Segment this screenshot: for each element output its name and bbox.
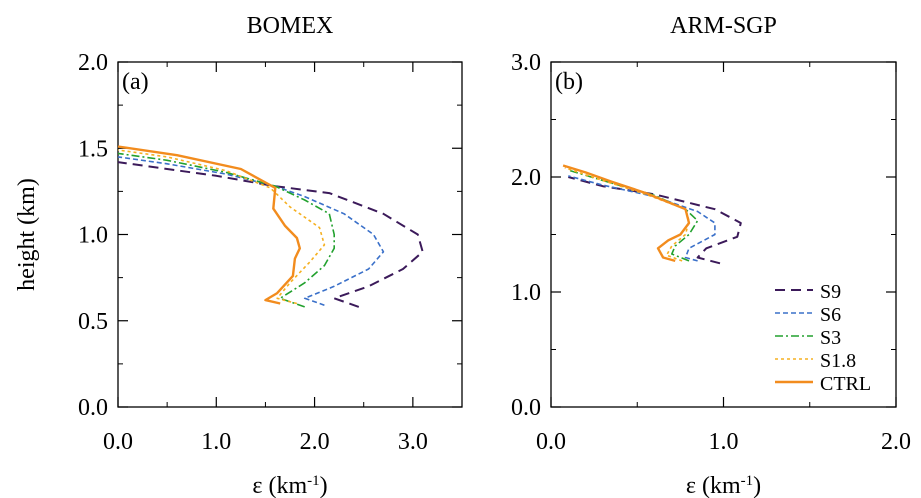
legend-label: S9 [820,281,841,303]
y-tick-label: 2.0 [78,50,108,76]
x-tick-label: 1.0 [201,429,231,455]
y-tick-label: 1.0 [78,223,108,249]
y-tick-label: 0.0 [78,395,108,421]
chart-panel-a: 0.0 1.0 2.0 3.0 0.0 0.5 1.0 1.5 2.0 BOMEX (a) ε (km… [14,13,463,498]
plot-frame [117,61,463,408]
legend-label: S1.8 [820,350,856,372]
y-axis-label: height (km) [14,178,40,291]
x-tick-label: 3.0 [398,429,428,455]
y-tick-label: 3.0 [511,50,541,76]
panel-label: (b) [555,69,583,95]
y-tick-label: 0.5 [78,309,108,335]
series-line-s6 [568,175,716,262]
series-line-s3 [568,169,699,262]
legend-label: S3 [820,327,841,349]
series-line-s6 [117,156,385,306]
y-tick-label: 1.0 [511,280,541,306]
x-axis-label: ε (km-1) [252,473,327,498]
series-line-ctrl [117,145,301,305]
x-tick-label: 1.0 [709,429,739,455]
chart-panel-b: 0.0 1.0 2.0 0.0 1.0 2.0 3.0 ARM-SGP (b) ε (km-1) S… [511,13,911,498]
x-tick-label: 2.0 [881,429,911,455]
chart-title: ARM-SGP [670,13,777,39]
x-tick-label: 0.0 [536,429,566,455]
legend-label: CTRL [820,373,871,395]
chart-title: BOMEX [247,13,334,39]
panel-label: (a) [122,69,149,95]
y-tick-label: 0.0 [511,395,541,421]
y-tick-label: 1.5 [78,136,108,162]
series-line-s9 [117,161,424,308]
series-line-s1-8 [564,167,690,262]
y-tick-label: 2.0 [511,165,541,191]
x-tick-label: 2.0 [300,429,330,455]
series-line-s9 [568,176,742,265]
legend-label: S6 [820,304,841,326]
x-tick-label: 0.0 [103,429,133,455]
series-line-ctrl [562,164,691,263]
series-line-s1-8 [117,149,326,305]
series-line-s3 [117,152,336,308]
x-axis-label: ε (km-1) [686,473,761,498]
